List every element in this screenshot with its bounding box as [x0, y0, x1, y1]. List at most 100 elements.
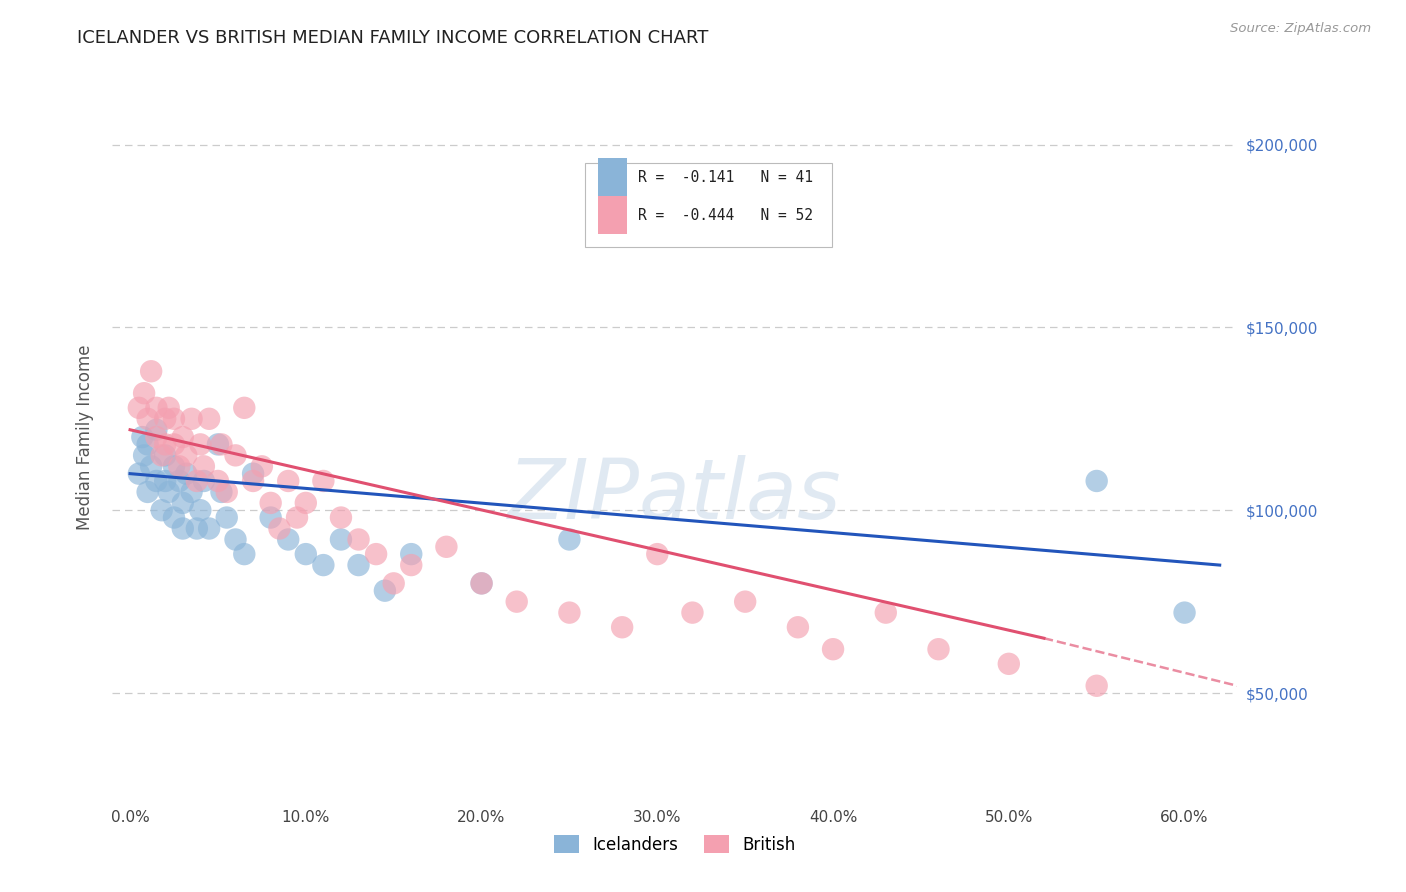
Point: [180, 484, 202, 499]
Point: [225, 533, 247, 547]
Point: [128, 467, 150, 481]
Text: Source: ZipAtlas.com: Source: ZipAtlas.com: [1230, 22, 1371, 36]
Point: [132, 386, 156, 401]
Point: [174, 448, 197, 462]
Point: [295, 496, 318, 510]
Point: [180, 411, 202, 425]
Point: [998, 657, 1021, 671]
Point: [233, 401, 256, 415]
Point: [269, 521, 291, 535]
Point: [1085, 679, 1108, 693]
Point: [157, 484, 180, 499]
Point: [155, 448, 177, 462]
Point: [647, 547, 669, 561]
Point: [136, 411, 159, 425]
Point: [150, 448, 173, 462]
Point: [188, 437, 212, 451]
Point: [163, 510, 186, 524]
Point: [734, 594, 756, 608]
Point: [211, 484, 233, 499]
Point: [374, 583, 396, 598]
Point: [875, 606, 897, 620]
Point: [366, 547, 388, 561]
Point: [150, 503, 173, 517]
Point: [188, 503, 212, 517]
Point: [277, 533, 299, 547]
Point: [145, 423, 167, 437]
Point: [382, 576, 405, 591]
Point: [250, 459, 273, 474]
Point: [141, 459, 163, 474]
Point: [193, 474, 215, 488]
Point: [215, 510, 238, 524]
Point: [155, 437, 177, 451]
Point: [198, 521, 221, 535]
Y-axis label: Median Family Income: Median Family Income: [76, 344, 94, 530]
Point: [172, 430, 194, 444]
Text: ICELANDER VS BRITISH MEDIAN FAMILY INCOME CORRELATION CHART: ICELANDER VS BRITISH MEDIAN FAMILY INCOM…: [77, 29, 709, 46]
Point: [132, 448, 156, 462]
Point: [233, 547, 256, 561]
Point: [136, 484, 159, 499]
Point: [145, 401, 167, 415]
Point: [470, 576, 494, 591]
Point: [347, 558, 370, 573]
Point: [558, 533, 581, 547]
Point: [259, 496, 281, 510]
Text: R =  -0.444   N = 52: R = -0.444 N = 52: [638, 208, 813, 223]
Point: [211, 437, 233, 451]
Point: [330, 533, 353, 547]
Point: [169, 459, 191, 474]
Point: [787, 620, 810, 634]
Point: [131, 430, 153, 444]
Text: R =  -0.141   N = 41: R = -0.141 N = 41: [638, 169, 813, 185]
Point: [157, 401, 180, 415]
Point: [155, 474, 177, 488]
Point: [312, 558, 335, 573]
Point: [470, 576, 494, 591]
Point: [436, 540, 458, 554]
Point: [330, 510, 353, 524]
Point: [163, 459, 186, 474]
Point: [155, 411, 177, 425]
Point: [295, 547, 318, 561]
Point: [277, 474, 299, 488]
Point: [681, 606, 703, 620]
Point: [186, 521, 208, 535]
Point: [145, 474, 167, 488]
Point: [242, 467, 264, 481]
Point: [215, 484, 238, 499]
Point: [610, 620, 633, 634]
Point: [186, 474, 208, 488]
Legend: Icelanders, British: Icelanders, British: [548, 829, 801, 860]
Point: [128, 401, 150, 415]
Point: [401, 547, 423, 561]
Point: [174, 467, 197, 481]
Point: [347, 533, 370, 547]
Point: [172, 496, 194, 510]
Point: [145, 430, 167, 444]
Point: [193, 459, 215, 474]
FancyBboxPatch shape: [585, 163, 832, 247]
Point: [169, 474, 191, 488]
Text: ZIPatlas: ZIPatlas: [508, 455, 842, 536]
Point: [163, 411, 186, 425]
Bar: [599, 159, 627, 196]
Bar: [599, 196, 627, 235]
Point: [207, 437, 229, 451]
Point: [401, 558, 423, 573]
Point: [141, 364, 163, 378]
Point: [1174, 606, 1197, 620]
Point: [242, 474, 264, 488]
Point: [198, 411, 221, 425]
Point: [285, 510, 308, 524]
Point: [163, 437, 186, 451]
Point: [172, 521, 194, 535]
Point: [136, 437, 159, 451]
Point: [225, 448, 247, 462]
Point: [207, 474, 229, 488]
Point: [259, 510, 281, 524]
Point: [821, 642, 844, 657]
Point: [506, 594, 529, 608]
Point: [1085, 474, 1108, 488]
